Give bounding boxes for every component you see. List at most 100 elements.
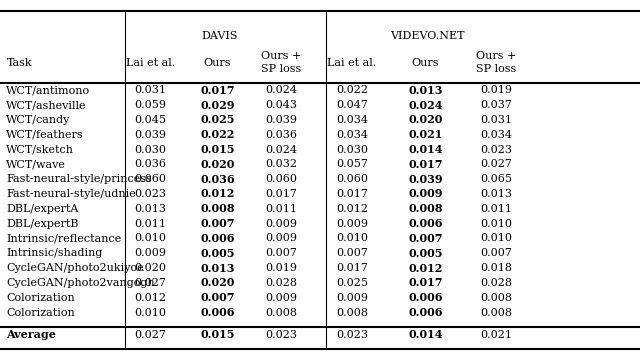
Text: Ours: Ours (412, 58, 439, 68)
Text: 0.008: 0.008 (408, 203, 443, 214)
Text: 0.012: 0.012 (336, 204, 368, 214)
Text: 0.036: 0.036 (266, 130, 298, 140)
Text: 0.014: 0.014 (408, 329, 443, 340)
Text: 0.009: 0.009 (134, 248, 166, 258)
Text: 0.017: 0.017 (336, 189, 368, 199)
Text: 0.017: 0.017 (408, 159, 443, 170)
Text: 0.032: 0.032 (266, 159, 298, 169)
Text: 0.020: 0.020 (134, 263, 166, 273)
Text: 0.006: 0.006 (408, 218, 443, 229)
Text: 0.039: 0.039 (266, 115, 298, 125)
Text: 0.013: 0.013 (134, 204, 166, 214)
Text: 0.020: 0.020 (200, 159, 235, 170)
Text: 0.008: 0.008 (480, 307, 512, 318)
Text: 0.010: 0.010 (480, 219, 512, 229)
Text: 0.036: 0.036 (200, 174, 235, 185)
Text: 0.009: 0.009 (266, 219, 298, 229)
Text: 0.010: 0.010 (480, 233, 512, 243)
Text: 0.012: 0.012 (134, 293, 166, 303)
Text: 0.031: 0.031 (134, 85, 166, 95)
Text: Colorization: Colorization (6, 307, 75, 318)
Text: 0.017: 0.017 (408, 278, 443, 288)
Text: 0.039: 0.039 (134, 130, 166, 140)
Text: 0.014: 0.014 (408, 144, 443, 155)
Text: 0.007: 0.007 (200, 218, 235, 229)
Text: 0.028: 0.028 (266, 278, 298, 288)
Text: 0.010: 0.010 (336, 233, 368, 243)
Text: 0.030: 0.030 (336, 144, 368, 154)
Text: 0.060: 0.060 (134, 174, 166, 184)
Text: 0.029: 0.029 (200, 99, 235, 111)
Text: 0.031: 0.031 (480, 115, 512, 125)
Text: WCT/candy: WCT/candy (6, 115, 71, 125)
Text: DBL/expertA: DBL/expertA (6, 204, 79, 214)
Text: 0.047: 0.047 (336, 100, 368, 110)
Text: 0.060: 0.060 (266, 174, 298, 184)
Text: 0.007: 0.007 (480, 248, 512, 258)
Text: 0.023: 0.023 (266, 330, 298, 339)
Text: 0.024: 0.024 (266, 144, 298, 154)
Text: Average: Average (6, 329, 56, 340)
Text: 0.007: 0.007 (266, 248, 298, 258)
Text: Ours: Ours (204, 58, 231, 68)
Text: DAVIS: DAVIS (201, 31, 237, 41)
Text: Ours +
SP loss: Ours + SP loss (476, 51, 516, 74)
Text: 0.034: 0.034 (336, 115, 368, 125)
Text: 0.034: 0.034 (336, 130, 368, 140)
Text: Intrinsic/shading: Intrinsic/shading (6, 248, 103, 258)
Text: Ours +
SP loss: Ours + SP loss (261, 51, 302, 74)
Text: 0.021: 0.021 (480, 330, 512, 339)
Text: 0.019: 0.019 (480, 85, 512, 95)
Text: 0.006: 0.006 (408, 292, 443, 303)
Text: Fast-neural-style/princess: Fast-neural-style/princess (6, 174, 152, 184)
Text: 0.009: 0.009 (336, 219, 368, 229)
Text: 0.023: 0.023 (336, 330, 368, 339)
Text: 0.015: 0.015 (200, 144, 235, 155)
Text: 0.011: 0.011 (266, 204, 298, 214)
Text: 0.012: 0.012 (408, 262, 443, 274)
Text: 0.020: 0.020 (200, 278, 235, 288)
Text: 0.057: 0.057 (336, 159, 368, 169)
Text: 0.010: 0.010 (134, 307, 166, 318)
Text: 0.019: 0.019 (266, 263, 298, 273)
Text: VIDEVO.NET: VIDEVO.NET (390, 31, 465, 41)
Text: 0.008: 0.008 (266, 307, 298, 318)
Text: 0.037: 0.037 (480, 100, 512, 110)
Text: Fast-neural-style/udnie: Fast-neural-style/udnie (6, 189, 136, 199)
Text: 0.043: 0.043 (266, 100, 298, 110)
Text: 0.025: 0.025 (336, 278, 368, 288)
Text: Colorization: Colorization (6, 293, 75, 303)
Text: CycleGAN/photo2ukiyoe: CycleGAN/photo2ukiyoe (6, 263, 144, 273)
Text: 0.005: 0.005 (408, 248, 443, 259)
Text: 0.039: 0.039 (408, 174, 443, 185)
Text: 0.027: 0.027 (480, 159, 512, 169)
Text: 0.006: 0.006 (200, 307, 235, 318)
Text: 0.027: 0.027 (134, 330, 166, 339)
Text: 0.006: 0.006 (200, 233, 235, 244)
Text: 0.010: 0.010 (134, 233, 166, 243)
Text: 0.008: 0.008 (200, 203, 235, 214)
Text: 0.009: 0.009 (266, 233, 298, 243)
Text: 0.018: 0.018 (480, 263, 512, 273)
Text: 0.020: 0.020 (408, 114, 443, 125)
Text: 0.034: 0.034 (480, 130, 512, 140)
Text: 0.045: 0.045 (134, 115, 166, 125)
Text: 0.011: 0.011 (134, 219, 166, 229)
Text: WCT/antimono: WCT/antimono (6, 85, 90, 95)
Text: 0.007: 0.007 (200, 292, 235, 303)
Text: 0.017: 0.017 (336, 263, 368, 273)
Text: Task: Task (6, 58, 32, 68)
Text: 0.022: 0.022 (336, 85, 368, 95)
Text: 0.024: 0.024 (266, 85, 298, 95)
Text: 0.008: 0.008 (336, 307, 368, 318)
Text: 0.013: 0.013 (408, 85, 443, 96)
Text: 0.036: 0.036 (134, 159, 166, 169)
Text: 0.006: 0.006 (408, 307, 443, 318)
Text: 0.009: 0.009 (266, 293, 298, 303)
Text: 0.021: 0.021 (408, 129, 443, 140)
Text: 0.011: 0.011 (480, 204, 512, 214)
Text: 0.005: 0.005 (200, 248, 235, 259)
Text: WCT/wave: WCT/wave (6, 159, 67, 169)
Text: 0.060: 0.060 (336, 174, 368, 184)
Text: 0.017: 0.017 (266, 189, 298, 199)
